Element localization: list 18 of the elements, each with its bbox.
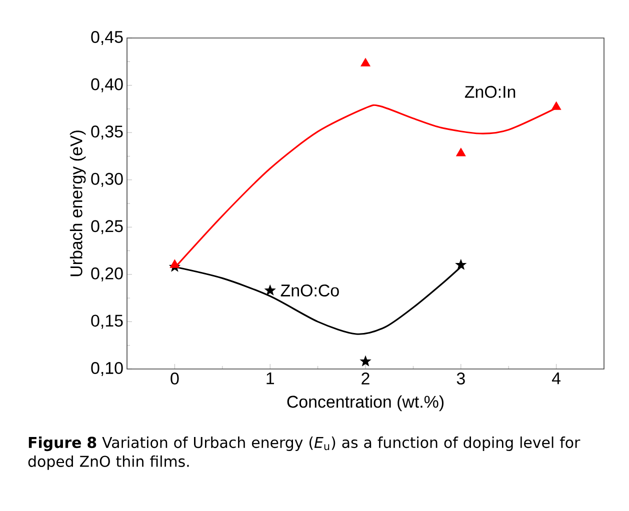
y-tick-label: 0,10 (91, 362, 123, 376)
x-axis-title: Concentration (wt.%) (287, 395, 444, 412)
y-tick-label: 0,45 (91, 30, 123, 45)
y-tick-label: 0,20 (91, 267, 123, 282)
series-label: ZnO:Co (280, 284, 339, 296)
x-tick-label: 3 (456, 372, 465, 385)
y-tick-label: 0,40 (91, 78, 123, 92)
y-axis-title: Urbach energy (eV) (70, 130, 86, 276)
x-tick-label: 0 (170, 372, 179, 385)
x-tick-label: 2 (362, 372, 370, 384)
y-tick-label: 0,25 (91, 220, 123, 234)
text: ZnO:In (464, 86, 516, 98)
text: Figure 8 Variation of Urbach energy (E$_{u}$) as a function of doping level for doped ZnO thin films. (28, 436, 580, 470)
y-tick-label: 0,15 (91, 314, 123, 329)
y-tick-label: 0,30 (91, 172, 123, 187)
x-tick-label: 4 (552, 372, 561, 384)
x-tick-label: 1 (266, 372, 274, 384)
y-tick-label: 0,35 (91, 126, 123, 140)
